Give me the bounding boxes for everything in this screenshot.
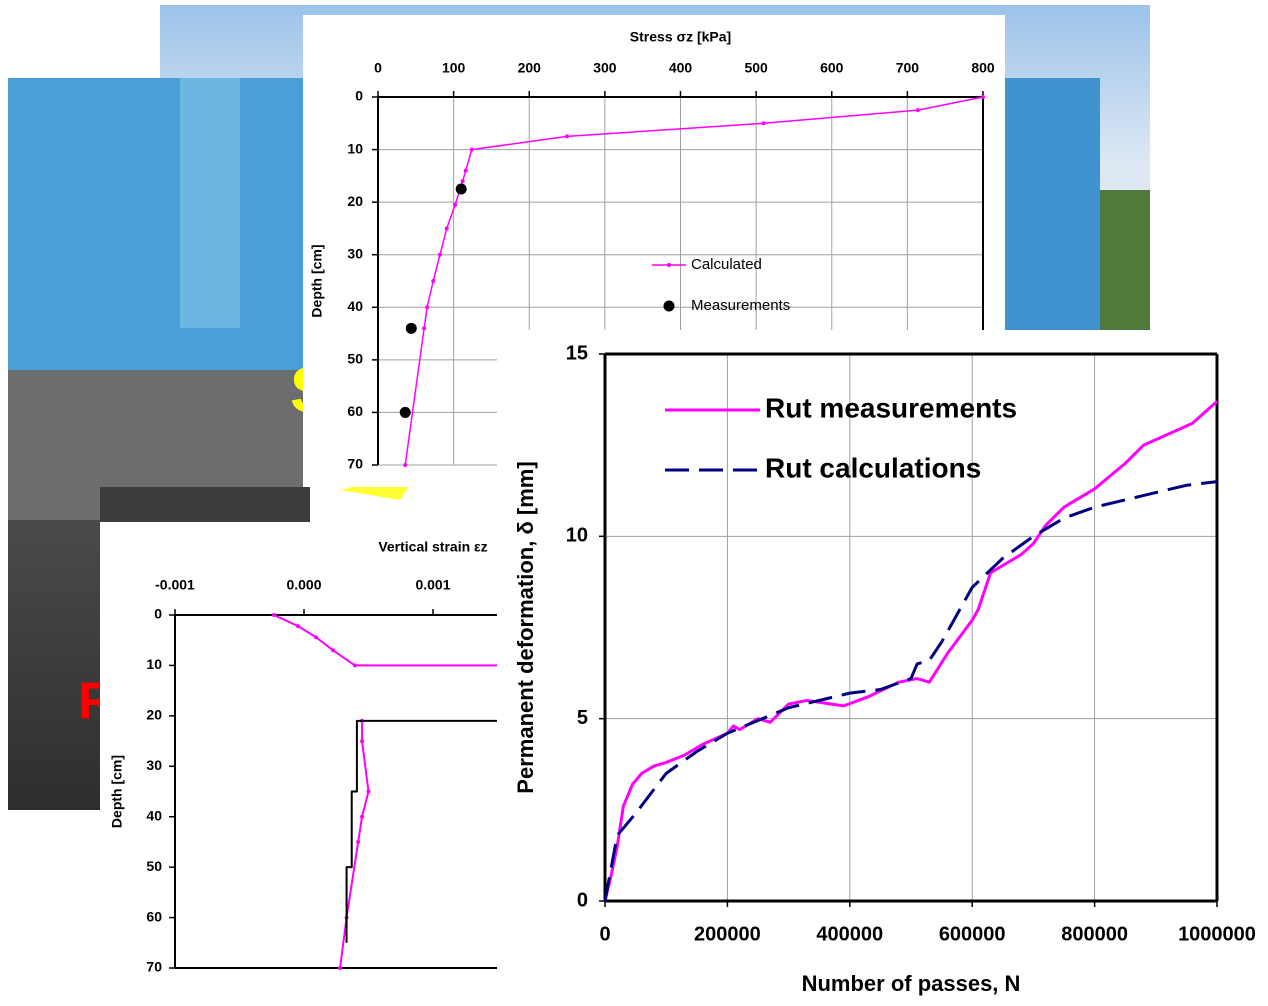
data-point <box>367 790 371 794</box>
y-axis-title: Permanent deformation, δ [mm] <box>513 461 538 793</box>
y-axis-title: Depth [cm] <box>109 755 125 828</box>
chart-background <box>497 330 1268 1006</box>
data-point <box>425 305 429 309</box>
data-point <box>356 840 360 844</box>
x-tick-label: 0.001 <box>415 577 450 593</box>
x-tick-label: 600000 <box>939 923 1006 945</box>
x-tick-label: 800 <box>971 60 995 76</box>
x-axis-title: Number of passes, N <box>802 971 1021 996</box>
y-tick-label: 60 <box>347 403 363 419</box>
data-point <box>406 323 417 334</box>
y-tick-label: 40 <box>146 807 162 823</box>
y-tick-label: 70 <box>347 456 363 472</box>
data-point <box>981 95 985 99</box>
y-tick-label: 70 <box>146 959 162 975</box>
data-point <box>916 108 920 112</box>
data-point <box>438 253 442 257</box>
data-point <box>453 203 457 207</box>
data-point <box>331 648 335 652</box>
x-tick-label: 0.000 <box>286 577 321 593</box>
data-point <box>400 407 411 418</box>
y-tick-label: 50 <box>146 858 162 874</box>
y-tick-label: 10 <box>566 525 588 547</box>
data-point <box>464 169 468 173</box>
chart: 0 200000 400000 600000 800000 1000000 0 5 10 15 Nu… <box>497 330 1268 1006</box>
data-point <box>360 815 364 819</box>
data-point <box>431 279 435 283</box>
machine-right <box>1005 78 1100 330</box>
y-tick-label: 15 <box>566 342 588 364</box>
legend-label: Calculated <box>691 256 762 273</box>
data-point <box>338 966 342 970</box>
legend-marker <box>667 263 671 267</box>
y-tick-label: 40 <box>347 298 363 314</box>
legend-label: Rut calculations <box>765 452 981 483</box>
x-tick-label: 800000 <box>1061 923 1128 945</box>
data-point <box>445 226 449 230</box>
x-axis-title: Stress σz [kPa] <box>630 29 731 45</box>
y-tick-label: 10 <box>146 656 162 672</box>
trees <box>1100 190 1150 330</box>
asphalt <box>8 520 100 810</box>
x-tick-label: 500 <box>744 60 768 76</box>
y-axis-title: Depth [cm] <box>309 244 325 317</box>
y-tick-label: 5 <box>577 707 588 729</box>
data-point <box>353 663 357 667</box>
x-tick-label: 1000000 <box>1178 923 1256 945</box>
y-tick-label: 10 <box>347 140 363 156</box>
data-point <box>470 148 474 152</box>
machine-column <box>180 78 240 328</box>
x-tick-label: 400000 <box>816 923 883 945</box>
x-tick-label: 100 <box>442 60 466 76</box>
legend-label: Rut measurements <box>765 392 1017 423</box>
data-point <box>360 739 364 743</box>
y-tick-label: 0 <box>577 889 588 911</box>
y-tick-label: 20 <box>146 707 162 723</box>
data-point <box>456 184 467 195</box>
x-tick-label: 300 <box>593 60 617 76</box>
asphalt-strip <box>100 487 310 522</box>
collage: S R 010020030040050060070080001020304050… <box>0 0 1268 1006</box>
data-point <box>565 134 569 138</box>
y-tick-label: 0 <box>154 606 162 622</box>
y-tick-label: 30 <box>347 245 363 261</box>
x-tick-label: 0 <box>374 60 382 76</box>
data-point <box>762 121 766 125</box>
data-point <box>461 179 465 183</box>
x-tick-label: 200 <box>518 60 542 76</box>
machine <box>8 78 308 378</box>
y-tick-label: 20 <box>347 193 363 209</box>
data-point <box>314 635 318 639</box>
legend-label: Measurements <box>691 297 790 314</box>
legend-marker <box>664 301 675 312</box>
x-tick-label: 600 <box>820 60 844 76</box>
x-tick-label: 200000 <box>694 923 761 945</box>
y-tick-label: 50 <box>347 351 363 367</box>
x-tick-label: -0.001 <box>155 577 195 593</box>
data-point <box>272 613 276 617</box>
x-tick-label: 400 <box>669 60 693 76</box>
x-axis-title: Vertical strain εz <box>378 539 487 555</box>
y-tick-label: 60 <box>146 908 162 924</box>
y-tick-label: 30 <box>146 757 162 773</box>
x-tick-label: 0 <box>599 923 610 945</box>
data-point <box>403 463 407 467</box>
data-point <box>296 624 300 628</box>
x-tick-label: 700 <box>896 60 920 76</box>
y-tick-label: 0 <box>355 88 363 104</box>
data-point <box>422 326 426 330</box>
